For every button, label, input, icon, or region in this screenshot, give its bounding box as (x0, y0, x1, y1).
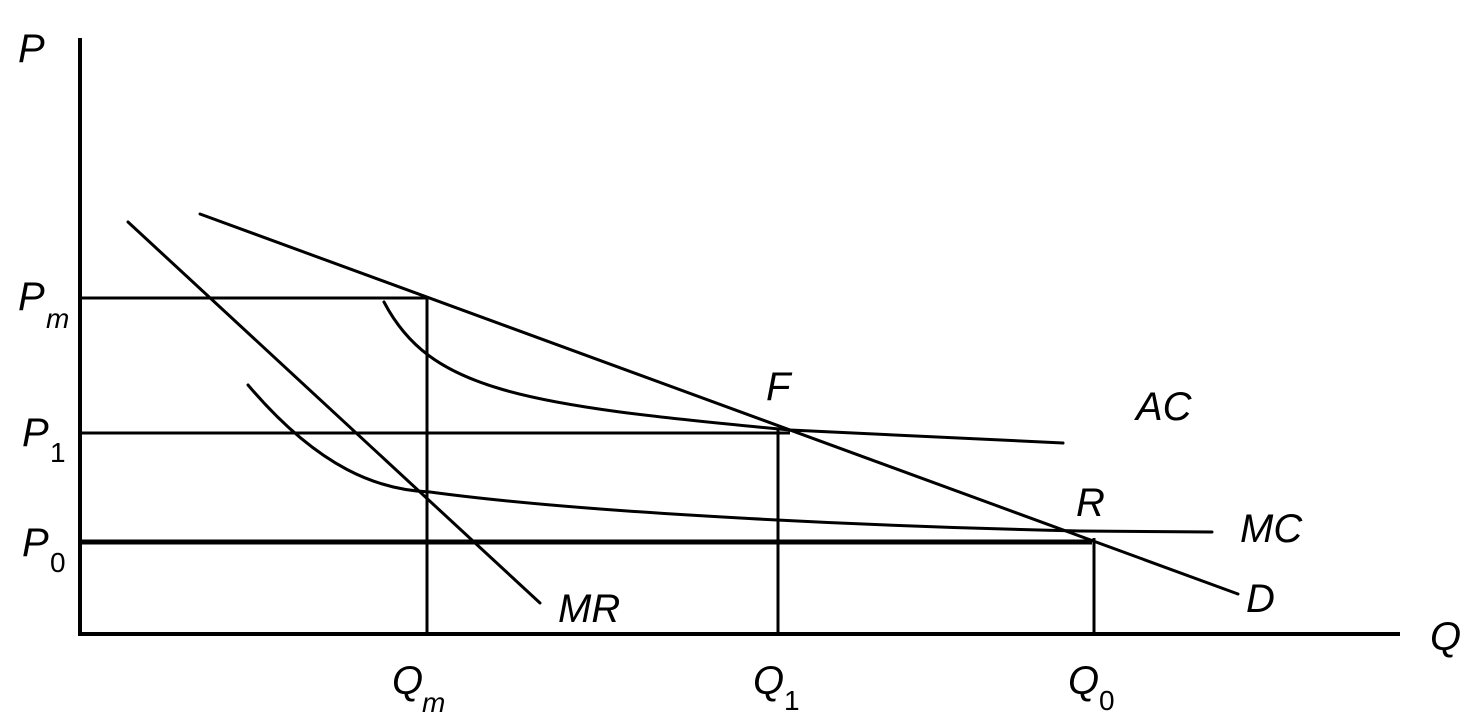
svg-text:1: 1 (784, 685, 800, 716)
marginal-cost-label: MC (1240, 507, 1303, 551)
svg-text:0: 0 (50, 547, 66, 578)
point-r-label: R (1076, 481, 1105, 525)
q1-label: Q 1 (753, 659, 800, 716)
marginal-cost-curve (246, 383, 1214, 534)
demand-label: D (1246, 577, 1275, 621)
qm-label: Q m (392, 659, 445, 718)
svg-text:Q: Q (1068, 659, 1099, 703)
x-axis-label: Q (1430, 615, 1461, 659)
svg-text:m: m (46, 303, 69, 334)
demand-curve (198, 212, 1240, 596)
average-cost-label: AC (1134, 385, 1193, 429)
svg-text:0: 0 (1099, 685, 1115, 716)
pm-label: P m (18, 275, 69, 334)
svg-text:Q: Q (753, 659, 784, 703)
p0-label: P 0 (22, 521, 66, 578)
svg-text:P: P (22, 411, 49, 455)
svg-text:1: 1 (50, 437, 66, 468)
y-axis-label: P (18, 27, 45, 71)
point-f-label: F (766, 365, 793, 409)
average-cost-curve (382, 300, 1065, 445)
q0-label: Q 0 (1068, 659, 1115, 716)
svg-text:P: P (18, 275, 45, 319)
p1-label: P 1 (22, 411, 66, 468)
svg-text:P: P (22, 521, 49, 565)
marginal-revenue-label: MR (558, 587, 620, 631)
svg-text:m: m (422, 687, 445, 718)
svg-text:Q: Q (392, 659, 423, 703)
marginal-revenue-curve (126, 220, 542, 605)
